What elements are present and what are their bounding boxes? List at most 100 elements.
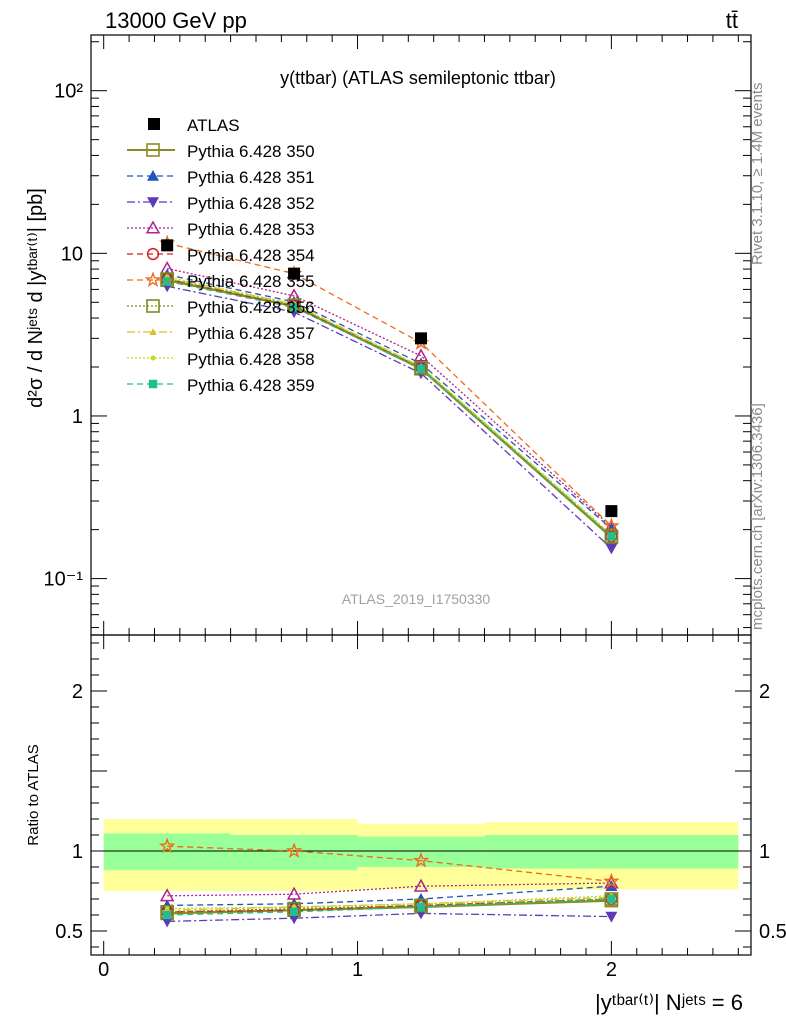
inner-band-bin: [484, 835, 739, 869]
inner-band-bin: [230, 835, 358, 871]
series-line: [167, 285, 612, 549]
data-point: [161, 239, 174, 252]
x-tick-label: 2: [606, 959, 617, 981]
series-line: [166, 279, 613, 539]
series-marker: [288, 913, 301, 925]
series-line: [167, 899, 612, 915]
x-axis-label: |yᵗᵇᵃʳ⁽ᵗ⁾| Nʲᵉᵗˢ = 6: [595, 990, 743, 1015]
y-tick-label: 10⁻¹: [44, 569, 84, 591]
ratio-y-tick-label-right: 0.5: [759, 921, 786, 943]
legend-label: Pythia 6.428 351: [187, 168, 315, 187]
series-marker: [416, 364, 426, 373]
legend-marker: [148, 118, 160, 130]
y-tick-label: 1: [72, 406, 83, 428]
y-axis-label-top: d²σ / d Nʲᵉᵗˢ d |yᵗᵇᵃʳ⁽ᵗ⁾| [pb]: [25, 188, 47, 408]
series-marker: [289, 303, 299, 312]
series-marker: [413, 348, 429, 362]
series-marker: [285, 842, 303, 858]
series-marker: [146, 247, 160, 261]
ratio-y-tick-label: 2: [72, 681, 83, 703]
legend-label: Pythia 6.428 358: [187, 350, 315, 369]
ratio-y-tick-label-right: 1: [759, 841, 770, 863]
data-marks: [158, 234, 620, 928]
legend-label: Pythia 6.428 357: [187, 324, 315, 343]
y-tick-label: 10: [61, 243, 83, 265]
chart-title: y(ttbar) (ATLAS semileptonic ttbar): [280, 68, 556, 88]
series-marker: [605, 911, 618, 923]
watermark: ATLAS_2019_I1750330: [342, 591, 491, 607]
series-marker: [603, 872, 620, 889]
series-line: [167, 895, 612, 910]
x-tick-label: 1: [352, 959, 363, 981]
legend-label: Pythia 6.428 352: [187, 194, 315, 213]
series-lines: [166, 242, 613, 923]
legend-label: Pythia 6.428 354: [187, 246, 315, 265]
ratio-plot-frame: [90, 634, 752, 956]
series-marker: [164, 906, 170, 912]
legend-label: Pythia 6.428 359: [187, 376, 315, 395]
series-line: [167, 274, 612, 530]
series-marker: [289, 907, 299, 916]
mcplots-label: mcplots.cern.ch [arXiv:1306.3436]: [749, 403, 766, 630]
series-line: [167, 898, 612, 913]
series-marker: [150, 355, 156, 361]
header-right: tt̄: [726, 8, 738, 33]
series-line: [167, 278, 612, 537]
series-line: [167, 278, 612, 537]
axis-ticks: 0 1 2 10⁻¹ 1 10 10² 0.5 0.5 1 1 2 2: [44, 35, 786, 981]
series-marker: [161, 916, 174, 928]
axes-frames: [90, 34, 752, 956]
ratio-bands: [91, 819, 751, 891]
series-marker: [159, 888, 175, 902]
legend-label: Pythia 6.428 356: [187, 298, 315, 317]
ratio-y-tick-label-right: 2: [759, 681, 770, 703]
series-line: [167, 912, 612, 923]
data-point: [415, 332, 427, 345]
series-marker: [603, 517, 620, 533]
legend-label: ATLAS: [187, 116, 240, 135]
series-marker: [147, 170, 159, 181]
series-marker: [607, 532, 616, 541]
series-line: [167, 280, 612, 537]
series-marker: [145, 220, 161, 234]
series-marker: [413, 878, 429, 892]
legend-label: Pythia 6.428 355: [187, 272, 315, 291]
series-line: [167, 845, 612, 883]
series-marker: [158, 837, 176, 854]
x-tick-label: 0: [98, 959, 109, 981]
series-marker: [149, 328, 157, 335]
inner-band-bin: [357, 836, 485, 867]
legend: ATLAS Pythia 6.428 350 Pythia 6.428 351 Pyt…: [127, 116, 315, 395]
series-marker: [412, 851, 430, 868]
series-marker: [414, 898, 428, 913]
series-marker: [604, 529, 619, 544]
series-line: [167, 242, 612, 527]
series-marker: [147, 197, 159, 208]
series-marker: [416, 902, 426, 912]
header-left: 13000 GeV pp: [105, 8, 247, 33]
series-marker: [604, 892, 619, 906]
ratio-y-tick-label: 1: [72, 841, 83, 863]
series-marker: [286, 886, 302, 900]
series-marker: [146, 143, 160, 157]
series-line: [167, 898, 612, 916]
series-line: [167, 276, 612, 535]
series-marker: [144, 271, 162, 287]
rivet-label: Rivet 3.1.10, ≥ 1.4M events: [749, 83, 766, 266]
series-line: [167, 882, 612, 897]
y-tick-label: 10²: [54, 81, 83, 103]
data-point: [605, 505, 618, 518]
series-marker: [148, 379, 158, 389]
legend-label: Pythia 6.428 353: [187, 220, 315, 239]
series-line: [167, 885, 612, 907]
series-marker: [162, 910, 172, 920]
series-marker: [605, 543, 618, 555]
series-line: [167, 267, 612, 528]
legend-label: Pythia 6.428 350: [187, 142, 315, 161]
series-marker: [162, 277, 172, 286]
ratio-y-tick-label: 0.5: [55, 921, 83, 943]
series-line: [167, 898, 612, 913]
data-point: [288, 267, 301, 280]
y-axis-label-ratio: Ratio to ATLAS: [25, 744, 42, 845]
